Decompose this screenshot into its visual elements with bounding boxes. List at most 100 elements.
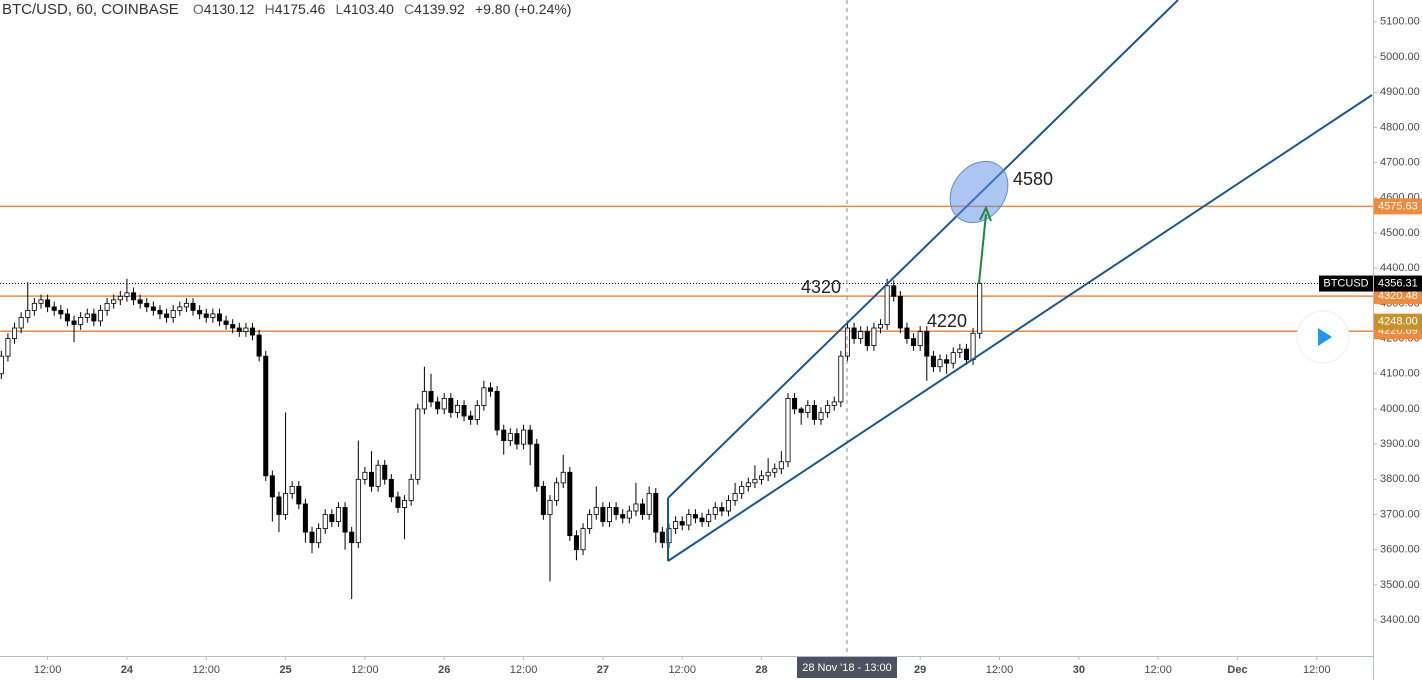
candle-body xyxy=(620,514,626,519)
y-tick-label: 3700.00 xyxy=(1380,508,1420,520)
candle-body xyxy=(481,387,487,406)
candle-body xyxy=(785,397,791,463)
candle-body xyxy=(342,507,348,533)
candle-body xyxy=(930,355,936,368)
legend-key: H xyxy=(265,1,275,17)
drawings xyxy=(667,0,1373,562)
candle-body xyxy=(144,302,150,308)
candle-body xyxy=(190,302,196,311)
candle-body xyxy=(851,327,857,339)
candle-body xyxy=(858,331,864,339)
candle-body xyxy=(646,493,652,515)
candle-body xyxy=(157,310,163,315)
legend-value: 4103.40 xyxy=(343,1,394,17)
y-tick-label: 5000.00 xyxy=(1380,51,1420,63)
candle-body xyxy=(494,390,500,431)
price-label: 4248.00 xyxy=(1378,316,1418,328)
x-tick-label: 25 xyxy=(279,664,291,676)
candle-body xyxy=(78,317,84,325)
candle-body xyxy=(626,510,632,519)
x-tick-label: Dec xyxy=(1227,664,1247,676)
crosshair-label: 28 Nov '18 - 13:00 xyxy=(802,662,892,674)
candle-body xyxy=(150,306,156,311)
candle-body xyxy=(739,485,745,494)
candle-body xyxy=(111,299,117,304)
candle-body xyxy=(58,310,64,315)
candle-body xyxy=(640,503,646,515)
x-tick-label: 12:00 xyxy=(668,664,696,676)
x-tick-label: 24 xyxy=(121,664,134,676)
legend-value: 4130.12 xyxy=(204,1,255,17)
candle-body xyxy=(448,397,454,413)
candle-body xyxy=(137,299,143,304)
candle-body xyxy=(388,478,394,498)
candle-body xyxy=(349,531,355,544)
price-label-bg xyxy=(1374,198,1422,215)
candle-body xyxy=(164,313,170,318)
candle-body xyxy=(924,331,930,357)
arrow-head xyxy=(979,205,992,222)
candle-body xyxy=(825,405,831,413)
price-label: 4320.48 xyxy=(1378,290,1418,302)
candle-body xyxy=(230,324,236,329)
candle-body xyxy=(0,355,4,375)
candle-body xyxy=(474,405,480,420)
candle-body xyxy=(5,338,11,357)
candle-body xyxy=(600,507,606,522)
candle-body xyxy=(937,359,943,368)
symbol-label: BTCUSD xyxy=(1323,277,1368,289)
candle-body xyxy=(792,397,798,410)
x-tick-label: 29 xyxy=(914,664,926,676)
price-label-bg xyxy=(1374,275,1422,292)
price-label-bg xyxy=(1374,313,1422,330)
y-tick-label: 4100.00 xyxy=(1380,368,1420,380)
candle-body xyxy=(296,485,302,505)
candle-body xyxy=(210,313,216,318)
candle-body xyxy=(329,514,335,522)
candle-body xyxy=(256,334,262,357)
candle-body xyxy=(64,313,70,322)
y-tick-label: 3400.00 xyxy=(1380,614,1420,626)
candle-body xyxy=(375,464,381,487)
candle-body xyxy=(382,464,388,480)
candle-body xyxy=(891,285,897,297)
crosshair-label-bg xyxy=(797,657,897,678)
play-icon xyxy=(1318,328,1332,346)
candle-body xyxy=(45,299,51,308)
x-tick-label: 26 xyxy=(438,664,450,676)
candle-body xyxy=(798,408,804,413)
candle-body xyxy=(778,461,784,470)
x-tick-label: 30 xyxy=(1073,664,1085,676)
candle-body xyxy=(309,531,315,544)
candle-body xyxy=(732,493,738,501)
candle-body xyxy=(772,468,778,473)
candle-body xyxy=(560,471,566,484)
candle-body xyxy=(223,320,229,325)
annotation: 4220 xyxy=(927,311,967,331)
candle-body xyxy=(236,327,242,332)
y-tick-label: 4900.00 xyxy=(1380,86,1420,98)
candle-body xyxy=(71,320,77,325)
price-label: 4356.31 xyxy=(1378,277,1418,289)
candle-body xyxy=(593,507,599,515)
candle-body xyxy=(521,429,527,445)
candle-body xyxy=(177,306,183,311)
symbol-label-bg xyxy=(1319,275,1373,292)
candle-body xyxy=(950,352,956,364)
candle-body xyxy=(904,327,910,339)
candle-body xyxy=(421,390,427,410)
candle-body xyxy=(250,327,256,336)
legend-change: +9.80 (+0.24%) xyxy=(475,1,572,17)
candle-body xyxy=(289,485,295,494)
candle-body xyxy=(699,517,705,522)
candle-body xyxy=(540,485,546,515)
candle-body xyxy=(362,471,368,480)
legend-key: L xyxy=(335,1,343,17)
x-tick-label: 12:00 xyxy=(34,664,62,676)
y-tick-label: 5100.00 xyxy=(1380,16,1420,28)
candle-body xyxy=(673,521,679,530)
candle-body xyxy=(864,331,870,346)
candle-body xyxy=(415,408,421,480)
legend-key: O xyxy=(193,1,204,17)
candle-body xyxy=(197,310,203,315)
